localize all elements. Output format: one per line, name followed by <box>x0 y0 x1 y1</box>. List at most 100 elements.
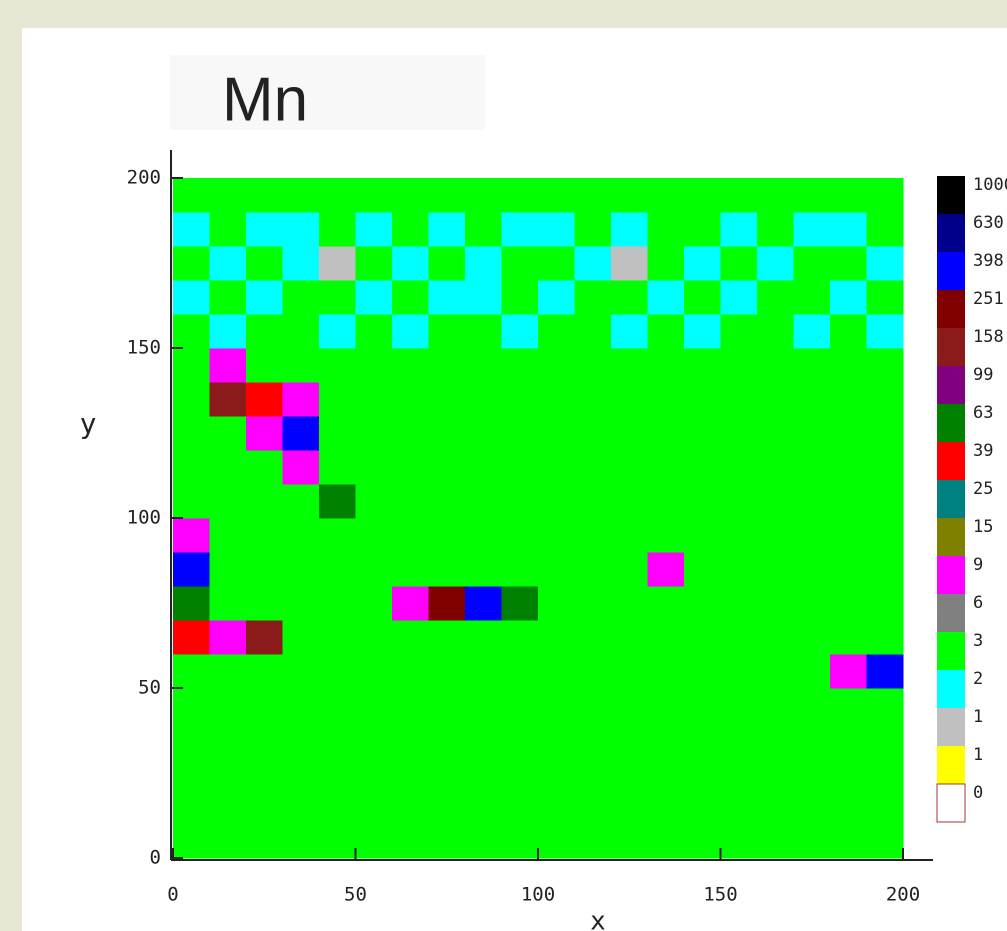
heat-cell <box>684 450 721 485</box>
heat-cell <box>757 484 794 519</box>
colorbar-swatch <box>937 366 965 404</box>
heat-cell <box>209 212 247 247</box>
heat-cell <box>392 280 429 315</box>
heat-cell <box>720 450 758 485</box>
heat-cell <box>392 314 429 349</box>
heat-cell <box>720 586 758 621</box>
y-axis-label: y <box>80 407 97 440</box>
heat-cell <box>684 552 721 587</box>
heat-cell <box>355 790 393 825</box>
heat-cell <box>246 484 283 519</box>
heat-cell <box>611 212 648 247</box>
heat-cell <box>319 688 356 723</box>
heat-cell <box>574 688 612 723</box>
heat-cell <box>319 552 356 587</box>
heat-cell <box>355 620 393 655</box>
colorbar-label: 99 <box>973 365 993 385</box>
heat-cell <box>465 552 502 587</box>
heat-cell <box>173 552 210 587</box>
heat-cell <box>830 280 867 315</box>
title-box <box>170 55 485 130</box>
heat-cell <box>465 246 502 281</box>
heat-cell <box>757 688 794 723</box>
heat-cell <box>209 756 247 791</box>
heat-cell <box>355 348 393 383</box>
heat-cell <box>538 620 575 655</box>
heat-cell <box>647 824 685 859</box>
y-tick-label: 150 <box>127 337 161 359</box>
heat-cell <box>319 314 356 349</box>
heat-cell <box>392 722 429 757</box>
heat-cell <box>465 756 502 791</box>
heat-cell <box>538 654 575 689</box>
heat-cell <box>866 790 904 825</box>
heat-cell <box>392 824 429 859</box>
heat-cell <box>757 314 794 349</box>
colorbar-label: 6 <box>973 593 983 613</box>
heat-cell <box>684 722 721 757</box>
colorbar-swatch <box>937 632 965 670</box>
heat-cell <box>574 382 612 417</box>
colorbar-swatch <box>937 670 965 708</box>
heat-cell <box>866 484 904 519</box>
heat-cell <box>830 654 867 689</box>
heat-cell <box>611 722 648 757</box>
heat-cell <box>574 552 612 587</box>
heat-cell <box>574 416 612 451</box>
heat-cell <box>428 280 466 315</box>
heat-cell <box>793 280 831 315</box>
x-tick-label: 50 <box>344 884 367 906</box>
heat-cell <box>428 212 466 247</box>
heat-cell <box>246 654 283 689</box>
heat-cell <box>282 178 320 213</box>
heat-cell <box>501 688 539 723</box>
heat-cell <box>246 212 283 247</box>
heat-cell <box>428 688 466 723</box>
heat-cell <box>209 654 247 689</box>
heat-cell <box>173 654 210 689</box>
heat-cell <box>428 484 466 519</box>
heat-cell <box>428 552 466 587</box>
heat-cell <box>392 178 429 213</box>
heat-cell <box>793 178 831 213</box>
heat-cell <box>173 790 210 825</box>
colorbar-swatch <box>937 746 965 784</box>
heat-cell <box>647 756 685 791</box>
heat-cell <box>465 382 502 417</box>
heat-cell <box>611 382 648 417</box>
heat-cell <box>793 314 831 349</box>
heat-cell <box>209 280 247 315</box>
heat-cell <box>173 280 210 315</box>
heat-cell <box>173 518 210 553</box>
colorbar-label: 398 <box>973 251 1004 271</box>
heat-cell <box>392 756 429 791</box>
colorbar-label: 39 <box>973 441 993 461</box>
heat-cell <box>282 246 320 281</box>
heat-cell <box>538 178 575 213</box>
heat-cell <box>319 790 356 825</box>
heat-cell <box>428 722 466 757</box>
heat-cell <box>647 450 685 485</box>
colorbar-swatch <box>937 328 965 366</box>
heat-cell <box>392 790 429 825</box>
heat-cell <box>209 484 247 519</box>
heat-cell <box>355 450 393 485</box>
heat-cell <box>574 620 612 655</box>
heat-cell <box>355 382 393 417</box>
heat-cell <box>173 620 210 655</box>
heat-cell <box>684 688 721 723</box>
heat-cell <box>209 722 247 757</box>
heat-cell <box>428 620 466 655</box>
y-tick-label: 100 <box>127 507 161 529</box>
heat-cell <box>392 212 429 247</box>
heat-cell <box>282 280 320 315</box>
heat-cell <box>793 688 831 723</box>
heat-cell <box>209 586 247 621</box>
heat-cell <box>501 654 539 689</box>
heat-cell <box>209 314 247 349</box>
heat-cell <box>282 348 320 383</box>
heat-cell <box>465 314 502 349</box>
heat-cell <box>501 620 539 655</box>
heat-cell <box>209 688 247 723</box>
heat-cell <box>538 688 575 723</box>
